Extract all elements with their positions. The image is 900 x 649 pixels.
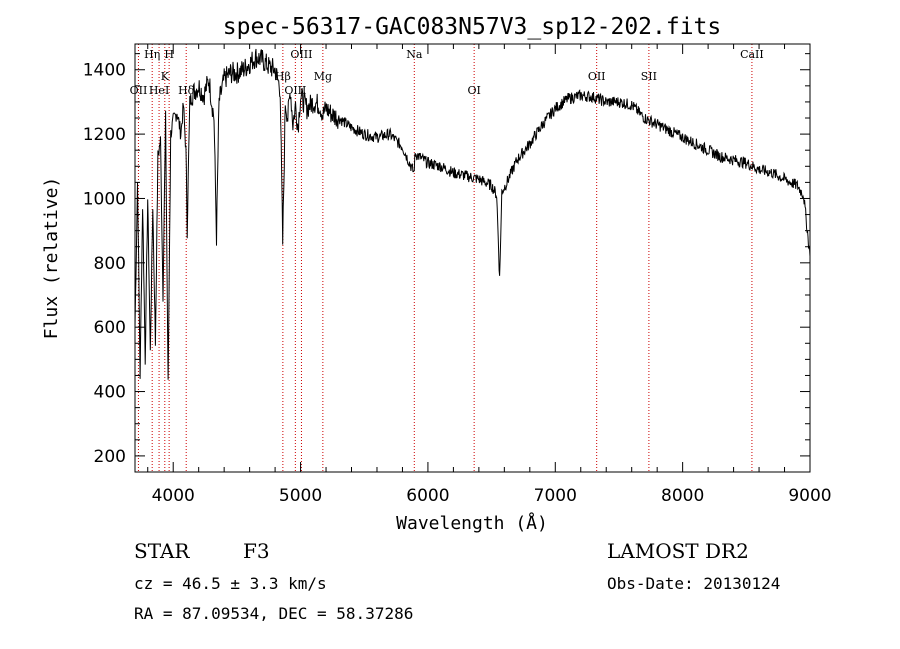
x-tick-label: 5000 xyxy=(279,486,322,506)
x-tick-label: 9000 xyxy=(788,486,831,506)
object-subclass: F3 xyxy=(243,539,270,563)
marker-label: Mg xyxy=(314,70,332,83)
marker-label: HeI xyxy=(149,84,169,97)
y-tick-label: 1200 xyxy=(83,125,126,145)
marker-label: Na xyxy=(406,48,423,61)
survey-name: LAMOST DR2 xyxy=(607,539,749,563)
marker-label: OI xyxy=(467,84,480,97)
x-tick-label: 8000 xyxy=(661,486,704,506)
marker-label: OIII xyxy=(290,48,312,61)
redshift-cz: cz = 46.5 ± 3.3 km/s xyxy=(134,574,327,593)
marker-label: SII xyxy=(641,70,657,83)
y-tick-label: 200 xyxy=(94,447,126,467)
marker-label: K xyxy=(161,70,170,83)
spectrum-series-line xyxy=(134,48,811,380)
x-tick-label: 4000 xyxy=(152,486,195,506)
observation-date: Obs-Date: 20130124 xyxy=(607,574,780,593)
y-tick-label: 400 xyxy=(94,383,126,403)
y-tick-label: 1000 xyxy=(83,189,126,209)
y-tick-label: 600 xyxy=(94,318,126,338)
marker-label: OII xyxy=(588,70,606,83)
marker-label: Hβ xyxy=(275,70,291,83)
y-axis-label: Flux (relative) xyxy=(41,177,62,340)
plot-frame xyxy=(134,43,811,473)
x-tick-label: 6000 xyxy=(406,486,449,506)
coordinates: RA = 87.09534, DEC = 58.37286 xyxy=(134,604,413,623)
marker-label: OIII xyxy=(284,84,306,97)
marker-label: H xyxy=(164,48,174,61)
x-tick-label: 7000 xyxy=(534,486,577,506)
y-tick-label: 800 xyxy=(94,254,126,274)
object-type: STAR xyxy=(134,539,190,563)
spectral-line-markers xyxy=(137,44,753,472)
y-axis-ticks: 200 400 600 800 1000 1200 1400 xyxy=(83,53,810,467)
x-axis-ticks: 4000 5000 6000 7000 8000 9000 xyxy=(147,44,832,506)
x-axis-label: Wavelength (Å) xyxy=(396,512,548,534)
marker-label: CaII xyxy=(740,48,764,61)
marker-label: OII xyxy=(130,84,148,97)
marker-label: Hδ xyxy=(178,84,195,97)
marker-label: Hη xyxy=(144,48,160,61)
y-tick-label: 1400 xyxy=(83,61,126,81)
chart-title: spec-56317-GAC083N57V3_sp12-202.fits xyxy=(223,14,722,40)
